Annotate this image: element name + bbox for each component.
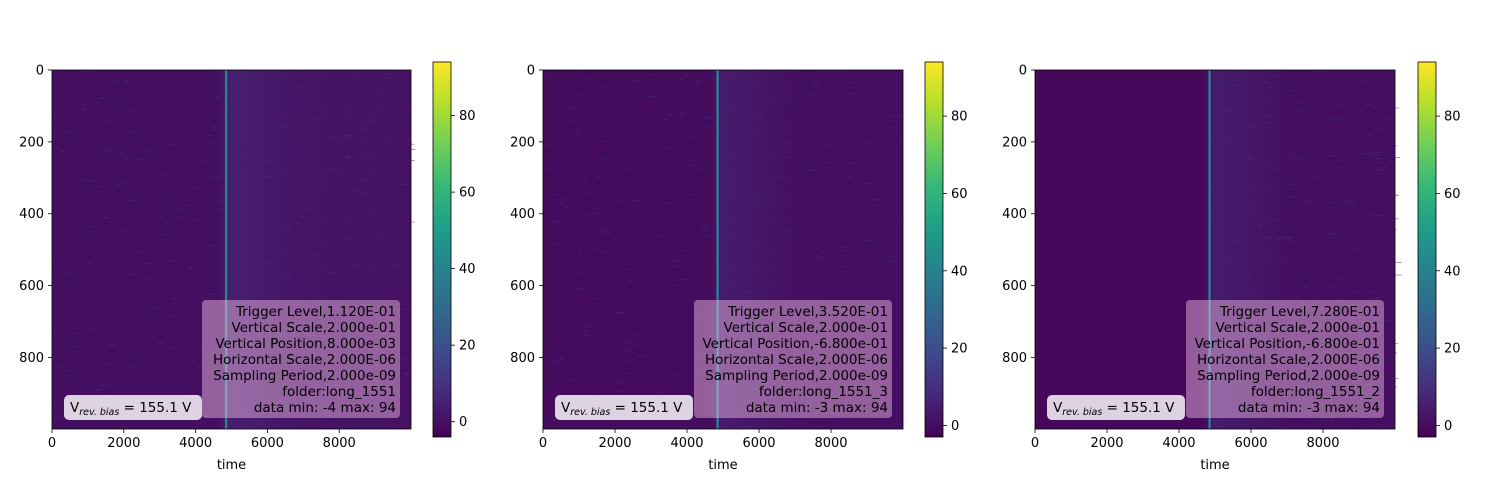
y-tick-label: 800 <box>510 351 535 366</box>
x-tick-label: 8000 <box>1306 436 1339 451</box>
info-line: Trigger Level,3.520E-01 <box>727 304 888 320</box>
x-tick-label: 2000 <box>107 436 140 451</box>
axes-frame <box>1034 69 1396 430</box>
heatmap-panel-1: 0 2000 4000 6000 80000200400600800timeTrigge… <box>19 61 476 473</box>
colorbar-1: 0 20 40 60 80 <box>432 61 476 438</box>
axes-frame <box>51 69 412 430</box>
info-line: Sampling Period,2.000e-09 <box>213 368 396 384</box>
x-axis-label: time <box>708 458 737 473</box>
info-line: Sampling Period,2.000e-09 <box>705 368 888 384</box>
y-tick-label: 400 <box>1002 207 1027 222</box>
info-line: Vertical Scale,2.000e-01 <box>1216 320 1380 336</box>
colorbar-gradient <box>925 62 943 437</box>
heatmap-noise <box>1208 70 1403 430</box>
bias-label: Vrev. bias = 155.1 V <box>70 400 192 418</box>
y-tick-label: 600 <box>19 279 44 294</box>
colorbar-tick-label: 40 <box>459 262 476 277</box>
axes-frame <box>542 69 904 430</box>
y-tick-label: 400 <box>19 207 44 222</box>
colorbar-tick-label: 20 <box>459 339 476 354</box>
info-line: Horizontal Scale,2.000E-06 <box>213 352 396 368</box>
y-tick-label: 0 <box>527 64 535 79</box>
x-tick-label: 4000 <box>1162 436 1195 451</box>
info-line: data min: -3 max: 94 <box>1238 400 1380 416</box>
info-box <box>694 300 892 418</box>
info-line: Horizontal Scale,2.000E-06 <box>1197 352 1380 368</box>
x-tick-label: 0 <box>1031 436 1039 451</box>
colorbar-tick-label: 20 <box>951 342 968 357</box>
x-tick-label: 8000 <box>814 436 847 451</box>
y-tick-label: 0 <box>36 64 44 79</box>
bias-label-box <box>1047 395 1185 420</box>
colorbar-3: 0 20 40 60 80 <box>1417 61 1461 438</box>
x-tick-label: 0 <box>48 436 56 451</box>
colorbar-gradient <box>433 62 451 437</box>
info-line: Vertical Scale,2.000e-01 <box>724 320 888 336</box>
info-line: Vertical Position,-6.800e-01 <box>1194 336 1380 352</box>
info-line: data min: -4 max: 94 <box>254 400 396 416</box>
info-line: Horizontal Scale,2.000E-06 <box>705 352 888 368</box>
x-tick-label: 6000 <box>1234 436 1267 451</box>
info-line: data min: -3 max: 94 <box>746 400 888 416</box>
info-line: Vertical Scale,2.000e-01 <box>232 320 396 336</box>
heatmap-noise <box>52 70 416 426</box>
x-tick-label: 4000 <box>179 436 212 451</box>
colorbar-tick-label: 40 <box>951 264 968 279</box>
x-axis-label: time <box>1200 458 1229 473</box>
x-tick-label: 4000 <box>670 436 703 451</box>
x-tick-label: 2000 <box>1090 436 1123 451</box>
info-line: Sampling Period,2.000e-09 <box>1197 368 1380 384</box>
y-tick-label: 400 <box>510 207 535 222</box>
heatmap-image <box>1035 70 1395 429</box>
colorbar-frame <box>924 61 944 438</box>
x-tick-label: 8000 <box>323 436 356 451</box>
heatmap-image <box>543 70 903 429</box>
y-tick-label: 0 <box>1019 64 1027 79</box>
y-tick-label: 200 <box>1002 135 1027 150</box>
y-tick-label: 800 <box>1002 351 1027 366</box>
x-tick-label: 6000 <box>251 436 284 451</box>
colorbar-tick-label: 0 <box>459 415 467 430</box>
y-tick-label: 600 <box>1002 279 1027 294</box>
info-line: Trigger Level,1.120E-01 <box>235 304 396 320</box>
colorbar-frame <box>432 61 452 438</box>
colorbar-frame <box>1417 61 1437 438</box>
y-tick-label: 600 <box>510 279 535 294</box>
colorbar-tick-label: 60 <box>951 187 968 202</box>
colorbar-tick-label: 60 <box>459 186 476 201</box>
info-line: folder:long_1551_2 <box>1251 384 1380 400</box>
colorbar-tick-label: 80 <box>1444 110 1461 125</box>
colorbar-tick-label: 40 <box>1444 264 1461 279</box>
x-tick-label: 0 <box>539 436 547 451</box>
y-tick-label: 800 <box>19 351 44 366</box>
info-box <box>202 300 400 418</box>
colorbar-tick-label: 20 <box>1444 342 1461 357</box>
colorbar-tick-label: 0 <box>1444 419 1452 434</box>
colorbar-tick-label: 80 <box>459 109 476 124</box>
colorbar-tick-label: 0 <box>951 419 959 434</box>
x-tick-label: 2000 <box>598 436 631 451</box>
colorbar-tick-label: 60 <box>1444 187 1461 202</box>
colorbar-2: 0 20 40 60 80 <box>924 61 968 438</box>
info-line: Vertical Position,8.000e-03 <box>215 336 396 352</box>
heatmap-panel-3: 0 2000 4000 6000 80000200400600800timeTrigge… <box>1002 61 1461 473</box>
heatmap-panel-2: 0 2000 4000 6000 80000200400600800timeTrigge… <box>510 61 968 473</box>
info-line: folder:long_1551 <box>282 384 396 400</box>
colorbar-tick-label: 80 <box>951 110 968 125</box>
y-tick-label: 200 <box>19 135 44 150</box>
x-tick-label: 6000 <box>742 436 775 451</box>
x-axis-label: time <box>217 458 246 473</box>
bias-label: Vrev. bias = 155.1 V <box>561 400 683 418</box>
colorbar-gradient <box>1418 62 1436 437</box>
info-box <box>1186 300 1384 418</box>
bias-label-box <box>64 395 202 420</box>
bias-label-box <box>555 395 693 420</box>
info-line: Trigger Level,7.280E-01 <box>1219 304 1380 320</box>
heatmap-image <box>52 70 411 429</box>
y-tick-label: 200 <box>510 135 535 150</box>
info-line: folder:long_1551_3 <box>759 384 888 400</box>
info-line: Vertical Position,-6.800e-01 <box>702 336 888 352</box>
bias-label: Vrev. bias = 155.1 V <box>1053 400 1175 418</box>
